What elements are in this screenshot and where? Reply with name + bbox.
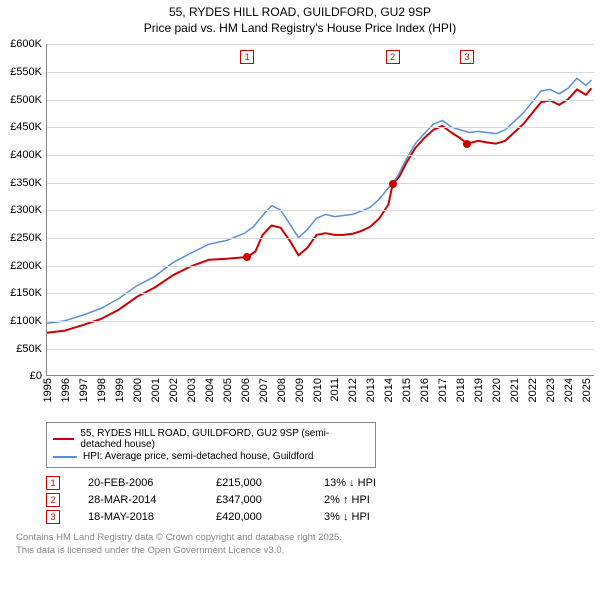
x-tick-label: 2007 bbox=[258, 378, 270, 402]
gridline bbox=[47, 72, 594, 73]
sales-price: £347,000 bbox=[216, 494, 296, 506]
gridline bbox=[47, 127, 594, 128]
y-tick-label: £500K bbox=[10, 94, 42, 106]
x-tick-label: 2018 bbox=[455, 378, 467, 402]
y-tick-label: £600K bbox=[10, 38, 42, 50]
x-tick-label: 2019 bbox=[473, 378, 485, 402]
gridline bbox=[47, 321, 594, 322]
sales-row: 2 28-MAR-2014 £347,000 2% ↑ HPI bbox=[46, 493, 600, 507]
x-tick-label: 2020 bbox=[491, 378, 503, 402]
title-line-2: Price paid vs. HM Land Registry's House … bbox=[0, 20, 600, 36]
sales-row: 3 18-MAY-2018 £420,000 3% ↓ HPI bbox=[46, 510, 600, 524]
sales-diff: 2% ↑ HPI bbox=[324, 494, 404, 506]
x-tick-label: 2013 bbox=[365, 378, 377, 402]
footer-line-2: This data is licensed under the Open Gov… bbox=[16, 545, 600, 557]
y-tick-label: £100K bbox=[10, 315, 42, 327]
sales-row: 1 20-FEB-2006 £215,000 13% ↓ HPI bbox=[46, 476, 600, 490]
sale-marker-label: 2 bbox=[386, 50, 400, 64]
sales-date: 18-MAY-2018 bbox=[88, 511, 188, 523]
legend-label: 55, RYDES HILL ROAD, GUILDFORD, GU2 9SP … bbox=[80, 428, 369, 450]
sale-marker-label: 1 bbox=[240, 50, 254, 64]
footer-attribution: Contains HM Land Registry data © Crown c… bbox=[16, 532, 600, 557]
sale-marker-dot bbox=[463, 140, 471, 148]
x-tick-label: 1995 bbox=[42, 378, 54, 402]
x-tick-label: 2024 bbox=[563, 378, 575, 402]
x-tick-label: 1999 bbox=[114, 378, 126, 402]
sales-table: 1 20-FEB-2006 £215,000 13% ↓ HPI 2 28-MAR-201… bbox=[46, 476, 600, 524]
x-tick-label: 1996 bbox=[60, 378, 72, 402]
sales-price: £215,000 bbox=[216, 477, 296, 489]
gridline bbox=[47, 266, 594, 267]
y-tick-label: £250K bbox=[10, 232, 42, 244]
x-tick-label: 2011 bbox=[329, 378, 341, 402]
x-tick-label: 2022 bbox=[527, 378, 539, 402]
x-tick-label: 2000 bbox=[132, 378, 144, 402]
y-tick-label: £200K bbox=[10, 260, 42, 272]
legend-label: HPI: Average price, semi-detached house,… bbox=[83, 451, 314, 462]
sales-marker: 2 bbox=[46, 493, 60, 507]
legend-item: HPI: Average price, semi-detached house,… bbox=[53, 451, 369, 462]
plot-area: 1 2 3 bbox=[46, 44, 594, 376]
x-tick-label: 2001 bbox=[150, 378, 162, 402]
series-hpi bbox=[47, 79, 591, 324]
x-tick-label: 1997 bbox=[78, 378, 90, 402]
x-tick-label: 2014 bbox=[383, 378, 395, 402]
x-tick-label: 2025 bbox=[581, 378, 593, 402]
y-tick-label: £50K bbox=[16, 343, 42, 355]
gridline bbox=[47, 238, 594, 239]
sale-marker-dot bbox=[243, 253, 251, 261]
x-tick-label: 2021 bbox=[509, 378, 521, 402]
x-tick-label: 2016 bbox=[419, 378, 431, 402]
x-tick-label: 2002 bbox=[168, 378, 180, 402]
x-tick-label: 2012 bbox=[347, 378, 359, 402]
x-tick-label: 2003 bbox=[186, 378, 198, 402]
x-tick-label: 2023 bbox=[545, 378, 557, 402]
x-tick-label: 2006 bbox=[240, 378, 252, 402]
gridline bbox=[47, 210, 594, 211]
x-tick-label: 1998 bbox=[96, 378, 108, 402]
y-tick-label: £0 bbox=[30, 370, 42, 382]
x-tick-label: 2017 bbox=[437, 378, 449, 402]
legend-box: 55, RYDES HILL ROAD, GUILDFORD, GU2 9SP … bbox=[46, 422, 376, 468]
x-axis: 1995199619971998199920002001200220032004… bbox=[46, 378, 594, 422]
x-tick-label: 2010 bbox=[312, 378, 324, 402]
footer-line-1: Contains HM Land Registry data © Crown c… bbox=[16, 532, 600, 544]
sales-price: £420,000 bbox=[216, 511, 296, 523]
sales-marker: 3 bbox=[46, 510, 60, 524]
legend-swatch bbox=[53, 438, 74, 440]
x-tick-label: 2009 bbox=[294, 378, 306, 402]
title-line-1: 55, RYDES HILL ROAD, GUILDFORD, GU2 9SP bbox=[0, 4, 600, 20]
gridline bbox=[47, 155, 594, 156]
gridline bbox=[47, 44, 594, 45]
x-tick-label: 2015 bbox=[401, 378, 413, 402]
gridline bbox=[47, 349, 594, 350]
sale-marker-label: 3 bbox=[460, 50, 474, 64]
y-tick-label: £350K bbox=[10, 177, 42, 189]
sales-marker: 1 bbox=[46, 476, 60, 490]
legend-item: 55, RYDES HILL ROAD, GUILDFORD, GU2 9SP … bbox=[53, 428, 369, 450]
sales-diff: 3% ↓ HPI bbox=[324, 511, 404, 523]
y-tick-label: £400K bbox=[10, 149, 42, 161]
x-tick-label: 2004 bbox=[204, 378, 216, 402]
y-axis: £0£50K£100K£150K£200K£250K£300K£350K£400… bbox=[0, 36, 46, 376]
sales-date: 20-FEB-2006 bbox=[88, 477, 188, 489]
gridline bbox=[47, 100, 594, 101]
y-tick-label: £300K bbox=[10, 204, 42, 216]
sale-marker-dot bbox=[389, 180, 397, 188]
x-tick-label: 2008 bbox=[276, 378, 288, 402]
gridline bbox=[47, 183, 594, 184]
legend-swatch bbox=[53, 456, 77, 458]
sales-diff: 13% ↓ HPI bbox=[324, 477, 404, 489]
sales-date: 28-MAR-2014 bbox=[88, 494, 188, 506]
y-tick-label: £450K bbox=[10, 121, 42, 133]
chart-title-block: 55, RYDES HILL ROAD, GUILDFORD, GU2 9SP … bbox=[0, 0, 600, 36]
chart-area: £0 £50K £100K £150K £200K £250K £300K £350K £400… bbox=[0, 36, 600, 416]
x-tick-label: 2005 bbox=[222, 378, 234, 402]
y-tick-label: £550K bbox=[10, 66, 42, 78]
gridline bbox=[47, 293, 594, 294]
y-tick-label: £150K bbox=[10, 287, 42, 299]
